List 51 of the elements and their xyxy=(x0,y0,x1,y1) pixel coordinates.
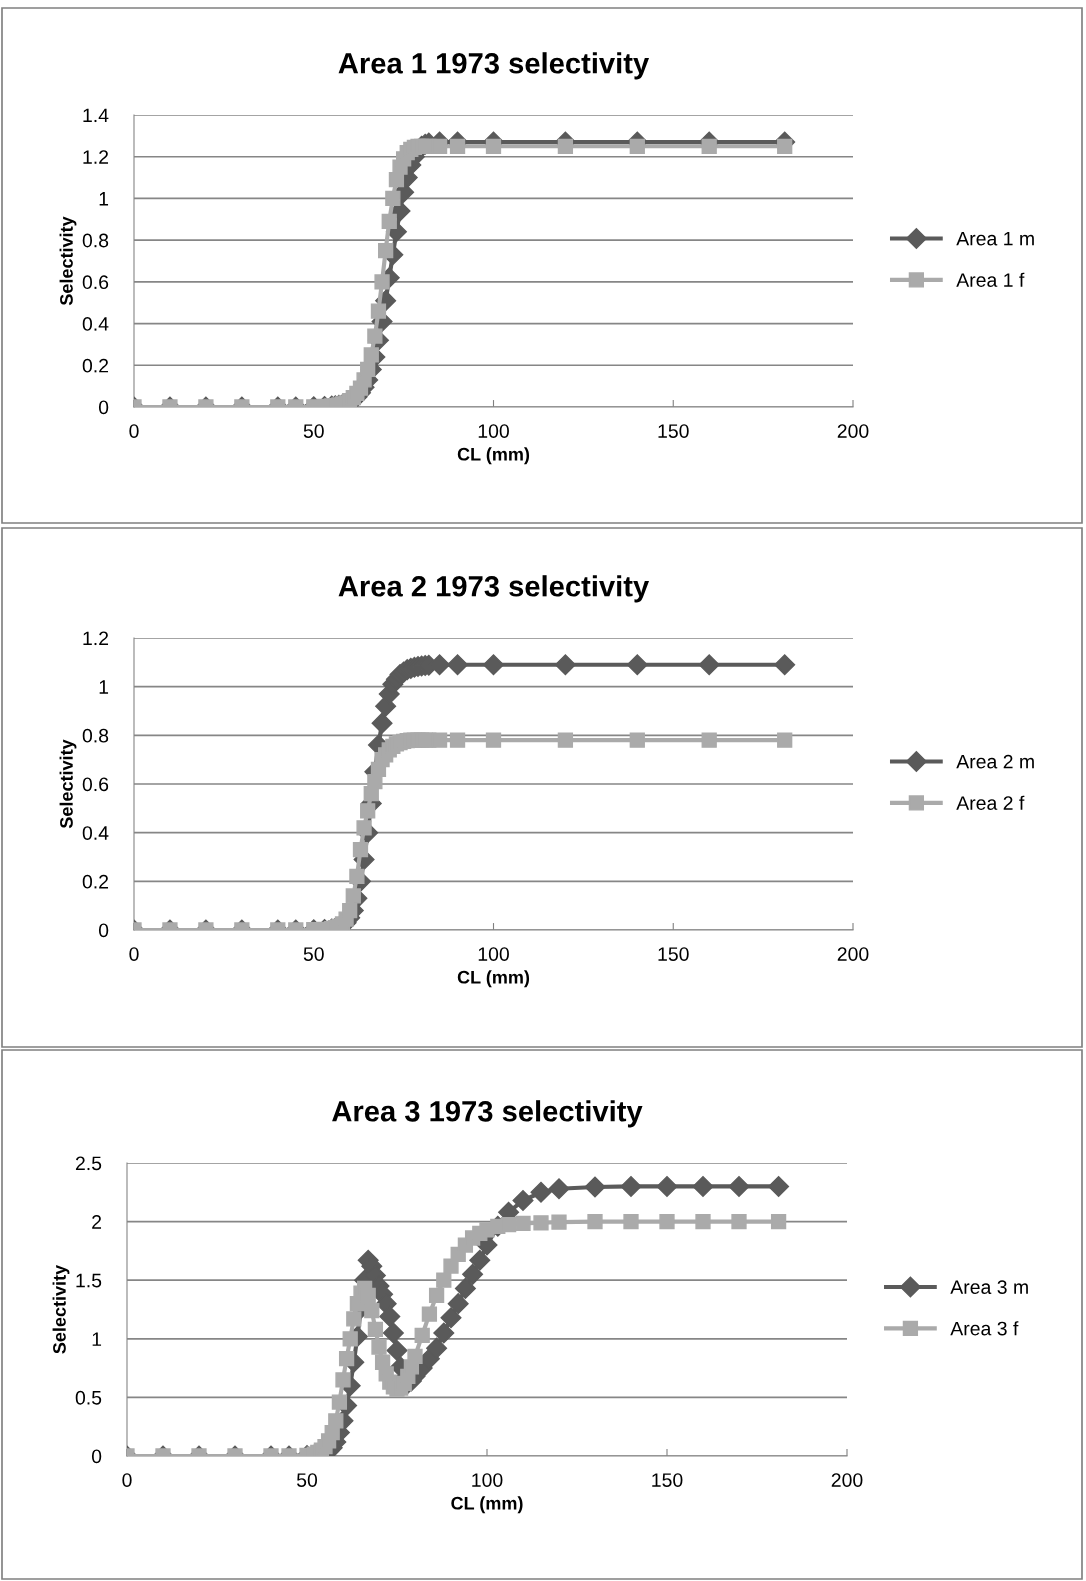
chart-title: Area 1 1973 selectivity xyxy=(338,52,650,80)
x-axis-title: CL (mm) xyxy=(451,1496,523,1514)
y-tick-label: 0 xyxy=(98,400,109,415)
legend-label: Area 3 f xyxy=(950,1321,1019,1336)
x-tick-label: 0 xyxy=(129,424,139,438)
y-tick-label: 1.4 xyxy=(83,108,109,123)
x-tick-label: 200 xyxy=(837,424,869,438)
y-tick-label: 0.6 xyxy=(82,777,109,792)
x-tick-label: 200 xyxy=(837,947,869,961)
x-tick-label: 100 xyxy=(478,424,509,438)
x-tick-label: 50 xyxy=(303,947,324,961)
x-axis-title: CL (mm) xyxy=(457,970,530,988)
y-tick-label: 0.8 xyxy=(82,233,109,248)
y-tick-label: 0.6 xyxy=(82,275,109,290)
chart-title: Area 3 1973 selectivity xyxy=(332,1100,643,1128)
y-tick-label: 2 xyxy=(92,1215,102,1229)
y-tick-label: 1.2 xyxy=(83,150,109,164)
x-tick-label: 0 xyxy=(129,947,139,961)
y-tick-label: 1.5 xyxy=(76,1273,102,1288)
x-axis-title: CL (mm) xyxy=(457,447,530,465)
legend-label: Area 2 f xyxy=(956,795,1025,810)
y-axis-title: Selectivity xyxy=(59,739,77,829)
y-tick-label: 0.2 xyxy=(82,874,109,889)
y-tick-label: 0.4 xyxy=(82,317,109,331)
y-tick-label: 0.4 xyxy=(82,826,109,840)
y-tick-label: 1 xyxy=(99,192,109,206)
y-tick-label: 0 xyxy=(98,923,109,938)
chart-title: Area 2 1973 selectivity xyxy=(338,575,650,603)
y-axis-title: Selectivity xyxy=(59,216,77,306)
x-tick-label: 100 xyxy=(472,1473,503,1487)
x-tick-label: 50 xyxy=(303,424,324,438)
y-axis-title: Selectivity xyxy=(52,1264,70,1354)
legend-label: Area 3 m xyxy=(950,1280,1028,1294)
y-tick-label: 1 xyxy=(99,680,109,694)
y-tick-label: 1.2 xyxy=(83,631,109,646)
legend-label: Area 1 m xyxy=(956,231,1034,246)
x-tick-label: 150 xyxy=(658,424,689,438)
y-tick-label: 0 xyxy=(91,1449,102,1464)
x-tick-label: 0 xyxy=(122,1473,132,1487)
y-tick-label: 0.8 xyxy=(82,728,109,743)
y-tick-label: 2.5 xyxy=(75,1156,102,1171)
x-tick-label: 150 xyxy=(658,947,689,961)
legend-label: Area 2 m xyxy=(956,754,1034,769)
x-tick-label: 100 xyxy=(478,947,509,961)
y-tick-label: 1 xyxy=(92,1332,102,1346)
legend-label: Area 1 f xyxy=(956,272,1025,287)
y-tick-label: 0.5 xyxy=(75,1390,102,1405)
x-tick-label: 50 xyxy=(296,1473,318,1487)
y-tick-label: 0.2 xyxy=(82,358,109,373)
x-tick-label: 200 xyxy=(831,1473,863,1487)
x-tick-label: 150 xyxy=(652,1473,683,1487)
